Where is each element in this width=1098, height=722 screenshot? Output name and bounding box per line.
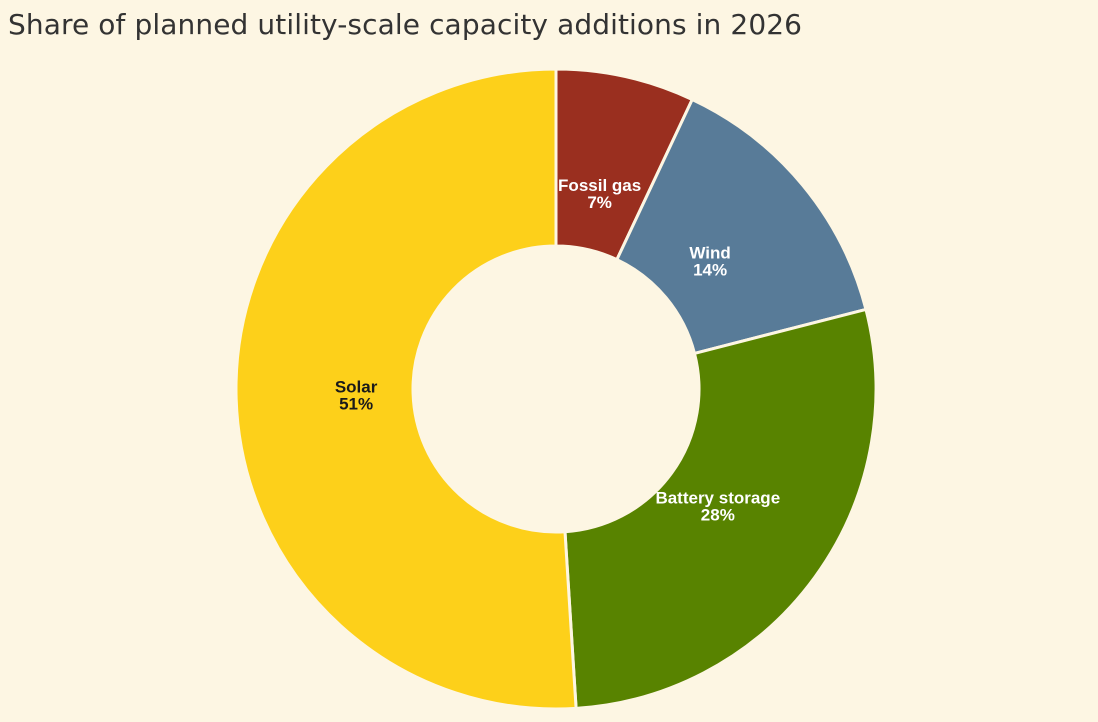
slice-value-battery-storage: 28%	[701, 506, 735, 525]
slice-label-fossil-gas: Fossil gas	[558, 176, 641, 195]
slice-solar	[234, 67, 578, 711]
slice-battery-storage	[563, 307, 878, 710]
slice-label-wind: Wind	[689, 244, 730, 263]
slice-value-fossil-gas: 7%	[587, 193, 612, 212]
slice-label-battery-storage: Battery storage	[655, 489, 780, 508]
slice-value-wind: 14%	[693, 261, 727, 280]
slice-label-solar: Solar	[335, 377, 378, 396]
slice-wind	[615, 97, 868, 355]
chart-title: Share of planned utility-scale capacity …	[8, 8, 803, 41]
slice-value-solar: 51%	[339, 394, 373, 413]
